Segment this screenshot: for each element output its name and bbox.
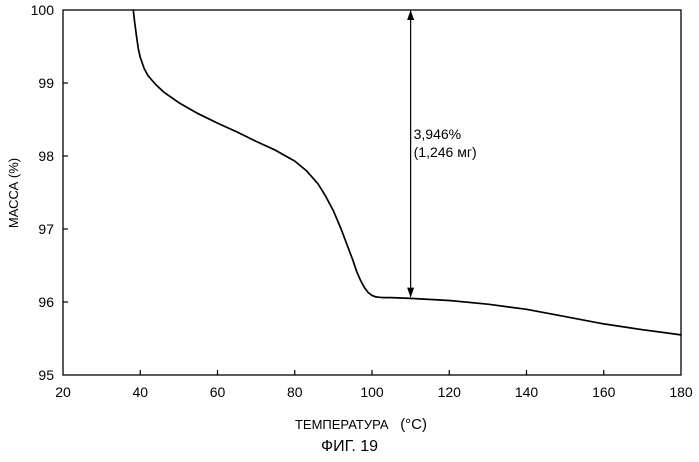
x-tick-label: 120	[438, 384, 462, 400]
mass-loss-mg-label: (1,246 мг)	[414, 144, 477, 160]
x-tick-label: 100	[360, 384, 384, 400]
y-tick-label: 98	[38, 148, 54, 164]
y-tick-label: 100	[31, 2, 55, 18]
y-tick-label: 99	[38, 75, 54, 91]
x-axis-title-text: ТЕМПЕРАТУРА	[295, 417, 389, 432]
x-tick-label: 80	[287, 384, 303, 400]
x-tick-label: 160	[592, 384, 616, 400]
x-tick-label: 180	[669, 384, 693, 400]
mass-loss-percent-label: 3,946%	[414, 126, 461, 142]
arrow-head-bottom	[407, 287, 415, 298]
x-tick-label: 60	[210, 384, 226, 400]
x-axis-title: ТЕМПЕРАТУРА (°C)	[295, 416, 427, 433]
arrow-head-top	[407, 10, 415, 20]
y-tick-label: 96	[38, 294, 54, 310]
x-tick-label: 20	[55, 384, 71, 400]
y-tick-label: 95	[38, 367, 54, 383]
y-tick-label: 97	[38, 221, 54, 237]
x-tick-label: 40	[132, 384, 148, 400]
figure-caption: ФИГ. 19	[320, 438, 379, 455]
y-axis-title: МАССА (%)	[6, 158, 21, 228]
x-axis-unit: (°C)	[400, 416, 427, 433]
x-tick-label: 140	[515, 384, 539, 400]
mass-loss-curve	[132, 9, 682, 336]
